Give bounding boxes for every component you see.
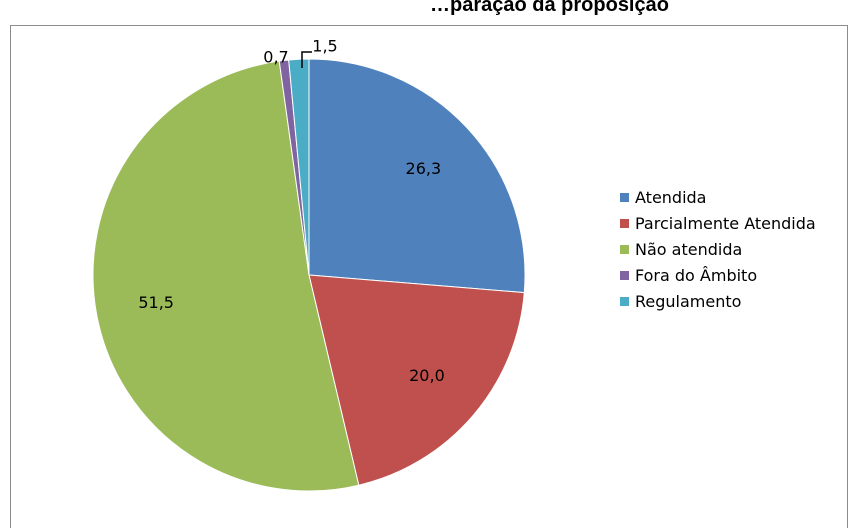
data-label-atendida: 26,3 bbox=[406, 159, 442, 178]
pie-slice-atendida bbox=[308, 58, 526, 294]
legend-label-nao-atendida: Não atendida bbox=[635, 239, 743, 259]
legend-item-fora-do-ambito: Fora do Âmbito bbox=[620, 262, 816, 288]
legend-item-nao-atendida: Não atendida bbox=[620, 236, 816, 262]
pie-slice-nao-atendida bbox=[92, 60, 360, 492]
legend-swatch-parcialmente-atendida bbox=[620, 218, 629, 228]
data-label-regulamento: 1,5 bbox=[312, 37, 337, 56]
legend: Atendida Parcialmente Atendida Não atend… bbox=[620, 184, 816, 314]
data-label-parcialmente-atendida: 20,0 bbox=[409, 366, 445, 385]
leader-line-regulamento bbox=[301, 51, 312, 68]
legend-label-regulamento: Regulamento bbox=[635, 291, 742, 311]
data-label-fora-do-ambito: 0,7 bbox=[263, 48, 288, 67]
data-label-nao-atendida: 51,5 bbox=[138, 293, 174, 312]
pie-slice-parcialmente-atendida bbox=[308, 274, 525, 486]
legend-swatch-atendida bbox=[620, 192, 629, 202]
legend-item-regulamento: Regulamento bbox=[620, 288, 816, 314]
legend-item-parcialmente-atendida: Parcialmente Atendida bbox=[620, 210, 816, 236]
pie-slice-regulamento bbox=[288, 58, 310, 276]
legend-item-atendida: Atendida bbox=[620, 184, 816, 210]
legend-label-fora-do-ambito: Fora do Âmbito bbox=[635, 265, 758, 285]
legend-swatch-nao-atendida bbox=[620, 244, 629, 254]
legend-label-parcialmente-atendida: Parcialmente Atendida bbox=[635, 213, 816, 233]
legend-label-atendida: Atendida bbox=[635, 187, 707, 207]
legend-swatch-fora-do-ambito bbox=[620, 270, 629, 280]
legend-swatch-regulamento bbox=[620, 296, 629, 306]
chart-title: …paração da proposição bbox=[430, 0, 669, 16]
